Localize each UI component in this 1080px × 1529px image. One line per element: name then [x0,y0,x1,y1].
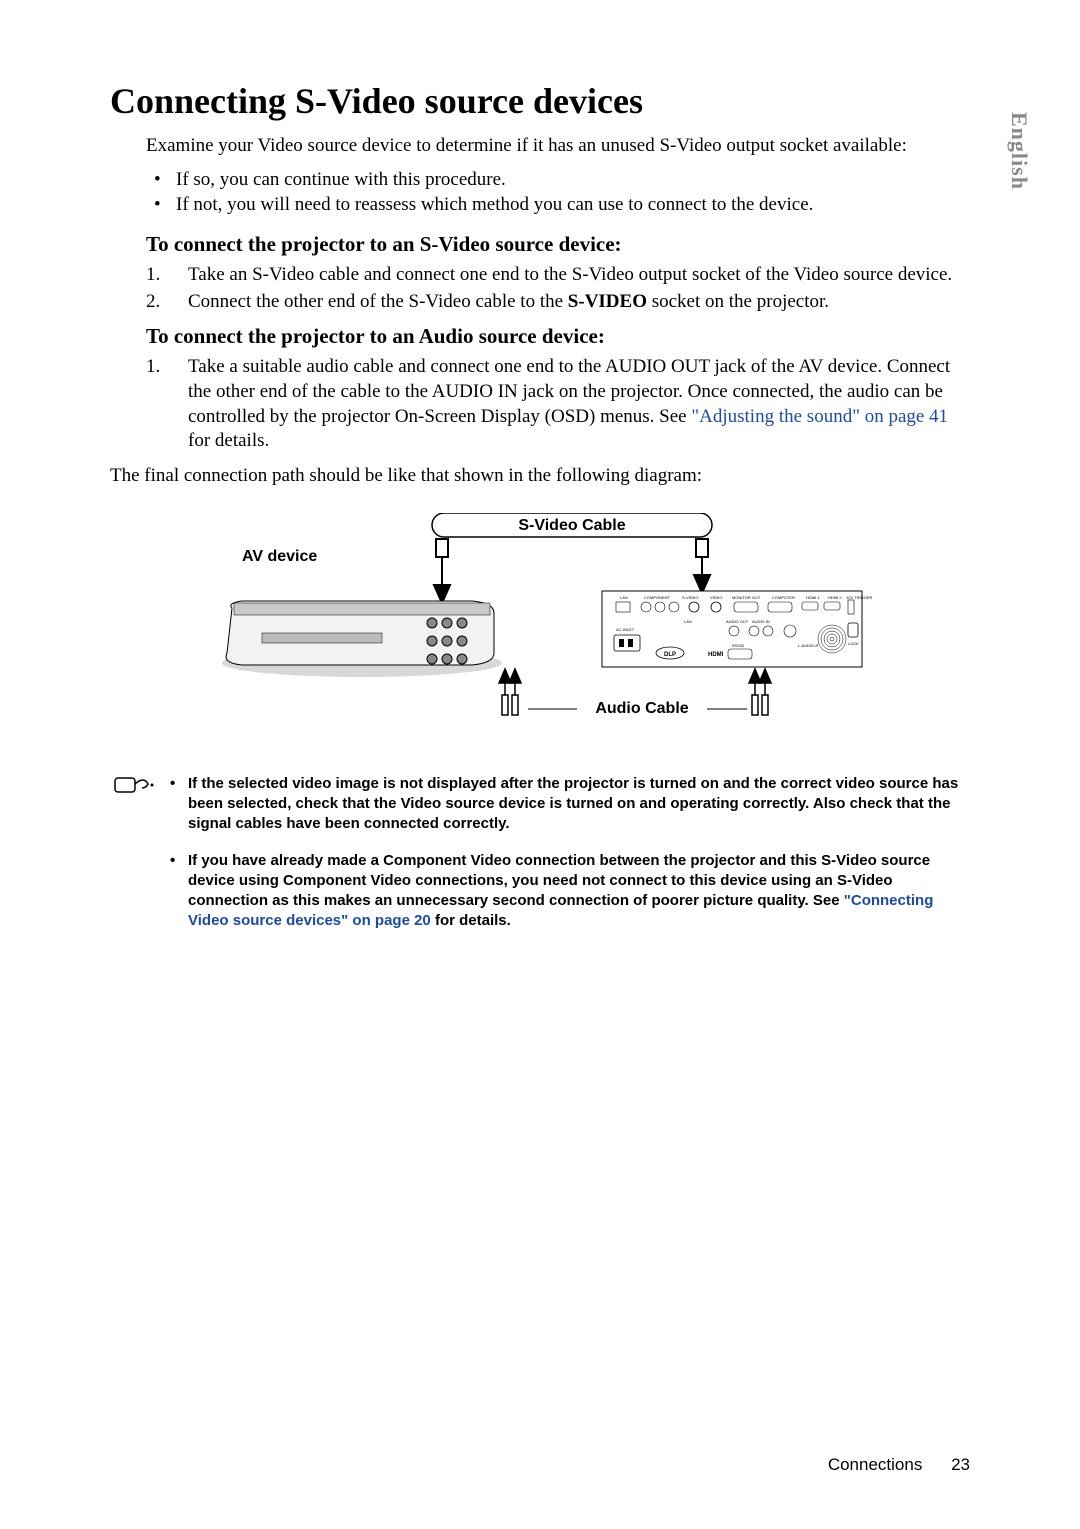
page-footer: Connections 23 [828,1455,970,1475]
heading-svideo: To connect the projector to an S-Video s… [146,232,970,257]
svg-text:AUDIO IN: AUDIO IN [752,619,770,624]
audio-steps: Take a suitable audio cable and connect … [146,355,970,454]
step: Connect the other end of the S-Video cab… [146,290,970,315]
svg-text:LOCK: LOCK [848,641,859,646]
language-tab: English [1006,112,1032,190]
label-svideo-cable: S-Video Cable [518,517,625,534]
label-audio-cable: Audio Cable [595,700,688,717]
note-item: If you have already made a Component Vid… [168,851,970,932]
note-hand-icon [110,774,154,948]
notes-block: If the selected video image is not displ… [110,774,970,948]
intro-bullets: If so, you can continue with this proced… [146,167,970,218]
svg-text:LAN: LAN [620,595,628,600]
label-av-device: AV device [242,548,317,565]
svg-text:COMPONENT: COMPONENT [644,595,671,600]
svideo-steps: Take an S-Video cable and connect one en… [146,263,970,314]
svg-text:HDMI: HDMI [708,652,724,658]
svg-text:S-VIDEO: S-VIDEO [682,595,698,600]
svg-text:L-AUDIO-R: L-AUDIO-R [798,643,819,648]
step: Take an S-Video cable and connect one en… [146,263,970,288]
connection-diagram: S-Video Cable AV device LAN COMPONE [172,513,970,738]
svg-text:MONITOR OUT: MONITOR OUT [732,595,761,600]
svg-text:HDMI 1: HDMI 1 [806,595,820,600]
audio-cable-right [749,669,771,715]
list-item: If not, you will need to reassess which … [146,192,970,218]
step: Take a suitable audio cable and connect … [146,355,970,454]
svg-text:COMPUTER: COMPUTER [772,595,795,600]
svg-text:DLP: DLP [664,652,676,658]
svg-text:AUDIO OUT: AUDIO OUT [726,619,749,624]
svg-text:RS232: RS232 [732,643,745,648]
av-device-icon [222,601,502,677]
intro-text: Examine your Video source device to dete… [146,134,970,159]
note-item: If the selected video image is not displ… [168,774,970,835]
projector-panel-icon: LAN COMPONENT S-VIDEO VIDEO MONITOR OUT … [602,591,872,667]
svg-text:HDMI 2: HDMI 2 [828,595,842,600]
svg-text:AC-INLET: AC-INLET [616,627,635,632]
audio-cable-left [499,669,521,715]
heading-audio: To connect the projector to an Audio sou… [146,324,970,349]
final-line: The final connection path should be like… [110,464,970,489]
footer-section: Connections [828,1455,923,1474]
svg-text:12V TRIGGER: 12V TRIGGER [846,595,872,600]
svg-text:VIDEO: VIDEO [710,595,722,600]
footer-page: 23 [951,1455,970,1474]
svg-text:LAN: LAN [684,619,692,624]
page-title: Connecting S-Video source devices [110,80,970,122]
list-item: If so, you can continue with this proced… [146,167,970,193]
